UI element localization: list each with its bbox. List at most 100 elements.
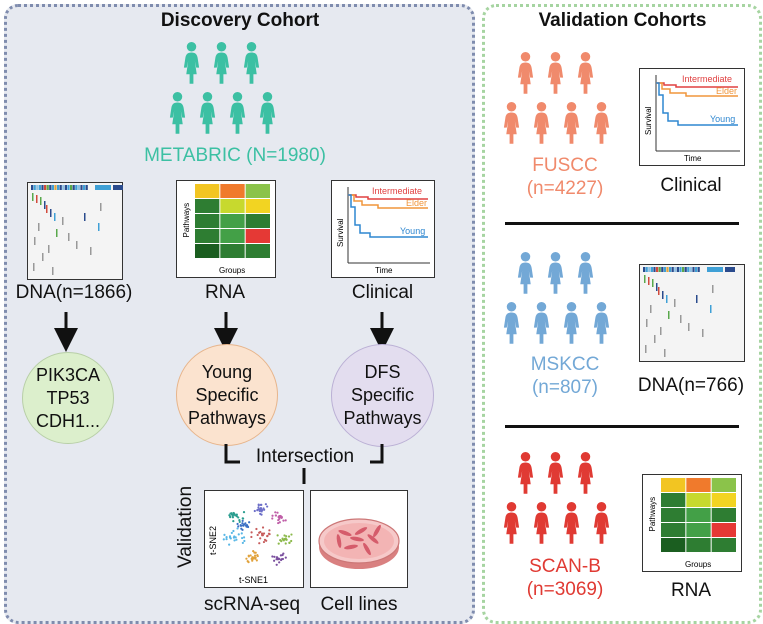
tsne-point: [262, 540, 266, 544]
person-icon: [593, 502, 610, 544]
tsne-point: [256, 554, 259, 558]
tsne-point: [259, 537, 262, 540]
tsne-point: [223, 533, 226, 536]
tsne-point: [254, 554, 257, 557]
survival-ylabel: Survival: [644, 106, 653, 135]
tsne-point: [271, 555, 274, 558]
tsne-point: [261, 526, 265, 529]
tsne-point: [273, 555, 276, 558]
person-icon: [517, 252, 534, 294]
intersection-bracket: [224, 444, 384, 484]
person-icon: [593, 302, 610, 344]
heatmap-cell: [686, 508, 711, 522]
tsne-point: [259, 503, 263, 507]
mskcc-people-icon: [503, 252, 610, 344]
cell-shape: [336, 534, 342, 548]
heatmap-cell: [686, 523, 711, 537]
metabric-people-icon: [169, 42, 276, 134]
survival-xlabel: Time: [375, 266, 393, 275]
tsne-point: [284, 519, 287, 522]
tsne-point: [277, 515, 281, 519]
tsne-point: [267, 532, 271, 535]
heatmap-cell: [220, 244, 245, 258]
tsne-point: [271, 514, 274, 517]
tsne-point: [225, 536, 228, 539]
tsne-point: [240, 527, 243, 530]
tsne-point: [247, 561, 250, 564]
tsne-point: [230, 513, 233, 516]
gene-3: CDH1...: [35, 410, 100, 431]
person-icon: [517, 452, 534, 494]
person-icon: [563, 302, 580, 344]
tsne-point: [278, 517, 281, 520]
tsne-point: [265, 539, 268, 542]
tsne-point: [228, 535, 232, 538]
tsne-point: [235, 513, 238, 516]
heatmap-cell: [661, 508, 686, 522]
tsne-point: [245, 557, 248, 560]
heatmap-cell: [661, 478, 686, 492]
person-icon: [503, 302, 520, 344]
clinical-label: Clinical: [351, 282, 414, 303]
cell-shape: [338, 529, 352, 537]
tsne-point: [242, 511, 246, 514]
genes-circle: PIK3CA TP53 CDH1...: [22, 352, 114, 444]
metabric-cohort-label: METABRIC (N=1980): [144, 145, 326, 166]
intersection-label: Intersection: [240, 446, 370, 468]
person-icon: [213, 42, 230, 84]
tsne-point: [241, 519, 244, 522]
person-icon: [533, 502, 550, 544]
tsne-point: [258, 531, 261, 534]
tsne-point: [239, 524, 243, 527]
tsne-point: [238, 518, 241, 522]
person-icon: [259, 92, 276, 134]
tsne-point: [255, 559, 258, 562]
cell-lines-label: Cell lines: [320, 594, 398, 615]
cell-shape: [367, 534, 379, 544]
heatmap-cell: [195, 199, 220, 213]
tsne-point: [247, 525, 250, 529]
tsne-point: [284, 556, 287, 559]
scanb-heatmap: Pathways Groups: [642, 474, 742, 572]
young-line-1: Young: [201, 361, 253, 382]
scanb-data-label: RNA: [670, 580, 712, 601]
tsne-point: [279, 538, 282, 542]
tsne-point: [247, 555, 250, 558]
heatmap-cell: [686, 538, 711, 552]
scanb-name: SCAN-B: [529, 556, 601, 577]
fuscc-people-icon: [503, 52, 610, 144]
heatmap-cell: [195, 244, 220, 258]
person-icon: [547, 452, 564, 494]
mskcc-data-label: DNA(n=766): [637, 375, 745, 396]
curve-young: [348, 194, 428, 238]
legend-elder: Elder: [716, 86, 737, 96]
survival-xlabel: Time: [684, 154, 702, 163]
tsne-point: [257, 506, 260, 509]
legend-intermediate: Intermediate: [372, 186, 422, 196]
tsne-point: [244, 522, 247, 525]
clinical-survival-plot: Intermediate Elder Young Survival Time: [331, 180, 435, 278]
tsne-point: [278, 521, 281, 524]
fuscc-n: (n=4227): [526, 178, 604, 199]
divider-2: [505, 425, 739, 428]
tsne-point: [254, 551, 257, 554]
arrows-down: [54, 312, 394, 352]
tsne-point: [222, 538, 225, 541]
tsne-ylabel: t-SNE2: [208, 526, 218, 555]
young-line-3: Pathways: [187, 407, 267, 428]
dfs-pathways-circle: DFS Specific Pathways: [331, 344, 434, 447]
scanb-n: (n=3069): [526, 579, 604, 600]
curve-elder: [656, 82, 738, 97]
legend-elder: Elder: [406, 198, 427, 208]
tsne-point: [232, 529, 235, 533]
tsne-point: [241, 541, 244, 545]
tsne-point: [225, 538, 228, 541]
discovery-title: Discovery Cohort: [160, 10, 320, 31]
tsne-point: [229, 516, 232, 519]
gene-2: TP53: [46, 387, 90, 408]
legend-young: Young: [710, 114, 735, 124]
dna-oncoprint: [27, 182, 123, 280]
person-icon: [563, 502, 580, 544]
validation-vertical-label: Validation: [175, 485, 196, 569]
heatmap-cell: [195, 214, 220, 228]
